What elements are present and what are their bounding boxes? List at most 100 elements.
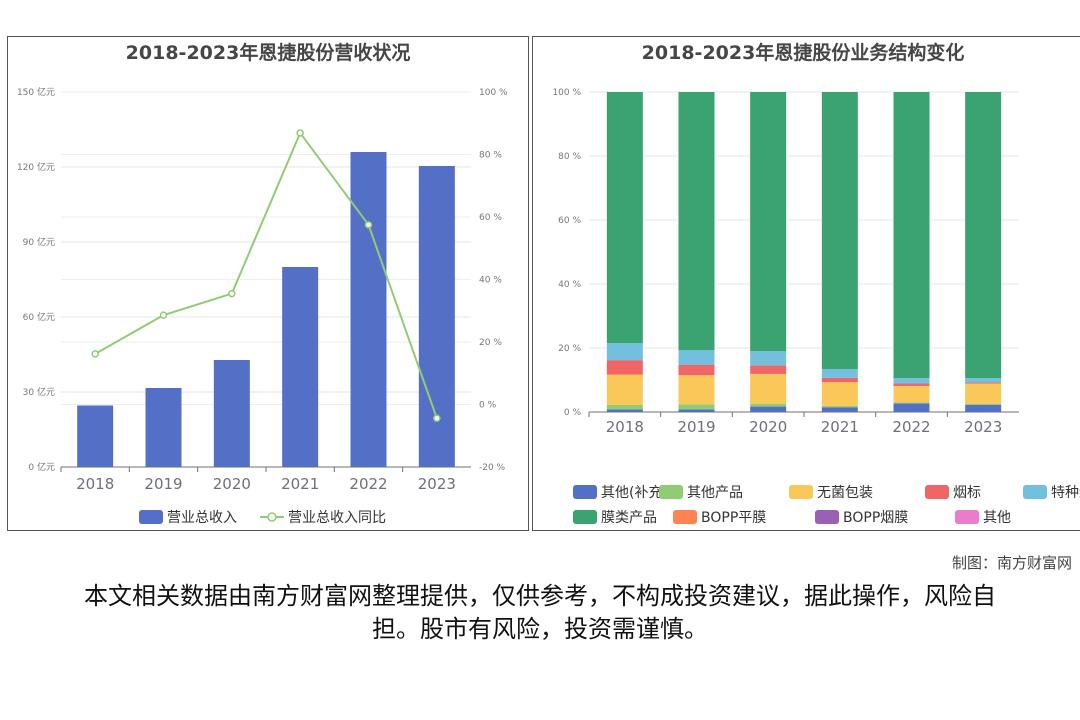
yoy-point-2023	[433, 414, 441, 422]
y-right-tick-label: 100 %	[479, 88, 508, 98]
legend-swatch	[925, 485, 949, 499]
disclaimer: 本文相关数据由南方财富网整理提供，仅供参考，不构成投资建议，据此操作，风险自担。…	[84, 582, 996, 643]
bar-2021	[282, 267, 319, 467]
segment-2022	[893, 403, 930, 412]
business-structure-chart-panel: 2018-2023年恩捷股份业务结构变化 0 % 20 % 40 % 60 % 80 % 1…	[532, 36, 1080, 531]
x-tick-label: 2018	[606, 418, 644, 436]
legend-swatch	[955, 510, 979, 524]
legend-label-revenue: 营业总收入	[167, 510, 237, 526]
x-tick-label: 2020	[213, 475, 251, 493]
bar-2020	[213, 360, 250, 467]
segment-2018	[606, 343, 643, 361]
segment-2022	[893, 383, 930, 387]
segment-2018	[606, 92, 643, 344]
legend-swatch	[1023, 485, 1047, 499]
legend-swatch	[673, 510, 697, 524]
segment-2020	[750, 365, 787, 374]
y-right-tick-label: 60 %	[479, 213, 502, 223]
segment-2022	[893, 92, 930, 379]
x-tick-label: 2020	[749, 418, 787, 436]
x-tick-label: 2023	[964, 418, 1002, 436]
segment-2021	[821, 407, 858, 412]
bar-2018	[77, 405, 114, 467]
bar-2019	[145, 388, 182, 467]
yoy-point-2018	[91, 350, 99, 358]
segment-2023	[965, 404, 1002, 412]
legend-swatch	[659, 485, 683, 499]
x-tick-label: 2022	[892, 418, 930, 436]
yoy-line	[94, 130, 438, 419]
y-left-tick-label: 150 亿元	[17, 86, 55, 98]
segment-2020	[750, 351, 787, 366]
legend-swatch-yoy-marker	[267, 512, 277, 522]
legend-swatch	[789, 485, 813, 499]
legend-label: BOPP平膜	[701, 510, 766, 526]
segment-2019	[678, 92, 715, 351]
y-tick-label: 100 %	[552, 88, 581, 98]
y-tick-label: 20 %	[558, 344, 581, 354]
segment-2018	[606, 360, 643, 375]
segment-2021	[821, 405, 858, 408]
business-structure-chart: 2018-2023年恩捷股份业务结构变化 0 % 20 % 40 % 60 % 80 % 1…	[552, 41, 1080, 526]
revenue-chart: 2018-2023年恩捷股份营收状况 0 亿元 30 亿元 60 亿元 90 亿元 120…	[17, 41, 508, 526]
x-tick-label: 2018	[76, 475, 114, 493]
segment-2020	[750, 373, 787, 404]
revenue-chart-panel: 2018-2023年恩捷股份营收状况 0 亿元 30 亿元 60 亿元 90 亿元 120…	[7, 36, 529, 531]
legend-label: 其他产品	[687, 485, 743, 501]
y-right-tick-label: -20 %	[479, 463, 506, 473]
y-left-tick-label: 90 亿元	[23, 236, 55, 248]
segment-2022	[893, 378, 930, 384]
y-right-tick-label: 0 %	[479, 401, 497, 411]
segment-2019	[678, 364, 715, 376]
segment-2022	[893, 402, 930, 404]
legend-label: BOPP烟膜	[843, 510, 908, 526]
segment-2020	[750, 403, 787, 407]
segment-2023	[965, 403, 1002, 405]
segment-2019	[678, 404, 715, 410]
y-left-tick-label: 0 亿元	[28, 461, 55, 473]
y-left-tick-label: 30 亿元	[23, 386, 55, 398]
segment-2021	[821, 92, 858, 370]
segment-2023	[965, 92, 1002, 379]
chart-credit: 制图：南方财富网	[951, 554, 1072, 572]
y-right-tick-label: 80 %	[479, 151, 502, 161]
y-tick-label: 0 %	[564, 408, 582, 418]
y-tick-label: 40 %	[558, 280, 581, 290]
segment-2018	[606, 404, 643, 410]
yoy-point-2021	[296, 129, 304, 137]
y-right-tick-label: 40 %	[479, 276, 502, 286]
y-tick-label: 60 %	[558, 216, 581, 226]
segment-2019	[678, 350, 715, 365]
legend-swatch	[815, 510, 839, 524]
x-tick-label: 2019	[677, 418, 715, 436]
bar-2022	[350, 152, 387, 467]
segment-2021	[821, 382, 858, 406]
legend-label-yoy: 营业总收入同比	[288, 510, 386, 526]
segment-2020	[750, 406, 787, 412]
segment-2023	[965, 378, 1002, 383]
legend-label: 其他	[983, 510, 1011, 526]
x-tick-label: 2021	[821, 418, 859, 436]
segment-2019	[678, 375, 715, 405]
segment-2018	[606, 374, 643, 405]
x-tick-label: 2023	[418, 475, 456, 493]
segment-2021	[821, 369, 858, 378]
legend-label: 其他(补充)	[601, 485, 668, 501]
y-left-tick-label: 60 亿元	[23, 311, 55, 323]
yoy-point-2022	[364, 221, 373, 229]
y-tick-label: 80 %	[558, 152, 581, 162]
x-tick-label: 2021	[281, 475, 319, 493]
yoy-point-2020	[228, 289, 236, 298]
legend-swatch	[573, 485, 597, 499]
x-tick-label: 2019	[144, 475, 182, 493]
segment-2018	[606, 409, 643, 412]
yoy-point-2019	[159, 311, 168, 319]
legend-label: 烟标	[953, 485, 981, 501]
segment-2021	[821, 377, 858, 383]
segment-2023	[965, 382, 1002, 384]
x-tick-label: 2022	[349, 475, 387, 493]
segment-2023	[965, 383, 1002, 404]
legend-label: 无菌包装	[817, 485, 873, 501]
legend-swatch-revenue	[139, 510, 163, 524]
chart-title: 2018-2023年恩捷股份营收状况	[126, 41, 411, 64]
